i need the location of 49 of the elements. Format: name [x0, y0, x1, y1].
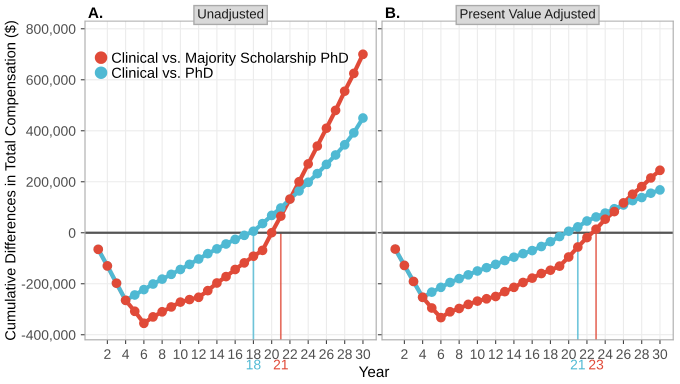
x-tick-label: 16	[526, 349, 540, 360]
x-tick-label: 2	[104, 349, 111, 359]
x-tick-label: 8	[158, 349, 166, 360]
y-tick-label: 800,000	[26, 24, 76, 36]
text: A.	[88, 7, 102, 18]
x-tick-label: 18	[246, 349, 261, 360]
x-tick-label: 14	[210, 349, 224, 359]
x-tick-label: 28	[634, 349, 649, 360]
x-tick-label: 24	[598, 349, 613, 359]
ref-line-label: 23	[589, 360, 604, 370]
ref-line-label: 21	[274, 360, 288, 370]
legend-label: Clinical vs. PhD	[112, 67, 213, 78]
x-tick-label: 10	[174, 349, 188, 360]
x-tick-label: 30	[652, 349, 668, 360]
x-tick-label: 12	[192, 349, 206, 359]
x-tick-label: 20	[562, 349, 576, 360]
x-tick-label: 28	[338, 349, 352, 360]
y-tick-label: 400,000	[26, 126, 76, 138]
x-tick-label: 22	[580, 349, 594, 359]
x-tick-label: 12	[488, 349, 503, 359]
y-tick-label: 0	[68, 228, 76, 238]
x-tick-label: 16	[228, 349, 242, 360]
x-tick-label: 2	[401, 349, 408, 359]
y-tick-label: -200,000	[22, 279, 76, 291]
x-tick-label: 26	[616, 349, 631, 360]
text: B.	[386, 7, 400, 18]
x-tick-label: 4	[419, 349, 426, 359]
x-tick-label: 26	[319, 349, 334, 360]
x-tick-label: 6	[140, 349, 148, 360]
x-tick-label: 22	[282, 349, 297, 359]
x-tick-label: 30	[356, 349, 370, 360]
chart-title: Unadjusted	[198, 8, 264, 22]
y-axis-title: Cumulative Differences in Total Compensation ($)	[4, 21, 18, 340]
ref-line-label: 18	[246, 360, 261, 370]
y-tick-label: 200,000	[26, 177, 76, 189]
x-axis-title: Year	[358, 366, 390, 378]
y-tick-label: 600,000	[26, 75, 76, 87]
x-tick-label: 14	[507, 349, 522, 359]
y-tick-label: -400,000	[22, 330, 76, 342]
ref-line-label: 21	[570, 360, 585, 370]
chart-title: Present Value Adjusted	[460, 8, 595, 22]
x-tick-label: 10	[470, 349, 485, 360]
x-tick-label: 18	[544, 349, 558, 360]
legend-label: Clinical vs. Majority Scholarship PhD	[112, 52, 348, 66]
x-tick-label: 4	[122, 349, 130, 359]
x-tick-label: 6	[438, 349, 444, 360]
x-tick-label: 20	[264, 349, 279, 360]
x-tick-label: 8	[456, 349, 462, 360]
x-tick-label: 24	[301, 349, 316, 359]
